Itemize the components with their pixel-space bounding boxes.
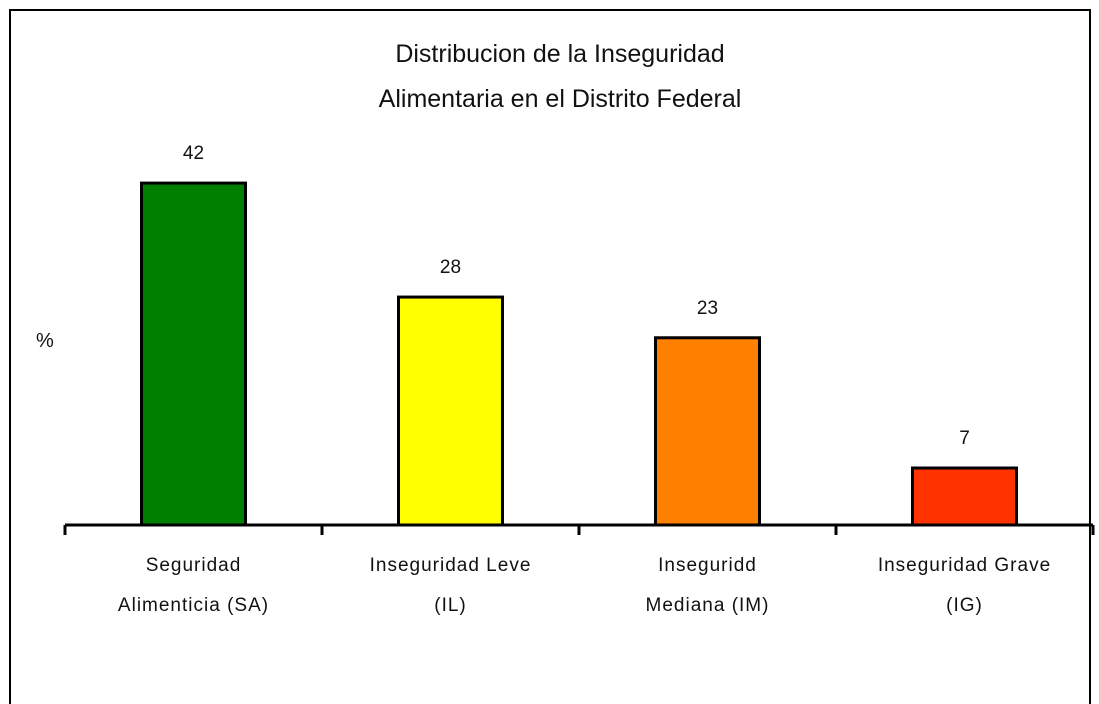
value-label: 28	[439, 257, 462, 279]
value-label: 23	[696, 297, 719, 319]
bar	[140, 181, 247, 527]
y-axis-label: %	[36, 330, 54, 352]
value-label: 42	[182, 143, 205, 165]
x-tick-label: Inseguridd Mediana (IM)	[645, 555, 770, 616]
x-tick-label: Inseguridad Leve (IL)	[369, 555, 532, 616]
chart-border	[9, 9, 1091, 704]
value-label: 7	[959, 428, 970, 450]
chart-title: Distribucion de la Inseguridad Alimentar…	[378, 40, 742, 113]
x-tick-label: Inseguridad Grave (IG)	[877, 555, 1052, 616]
bar	[654, 336, 761, 527]
bar	[397, 295, 504, 527]
bar	[911, 466, 1018, 527]
x-tick-label: Seguridad Alimenticia (SA)	[117, 555, 270, 616]
